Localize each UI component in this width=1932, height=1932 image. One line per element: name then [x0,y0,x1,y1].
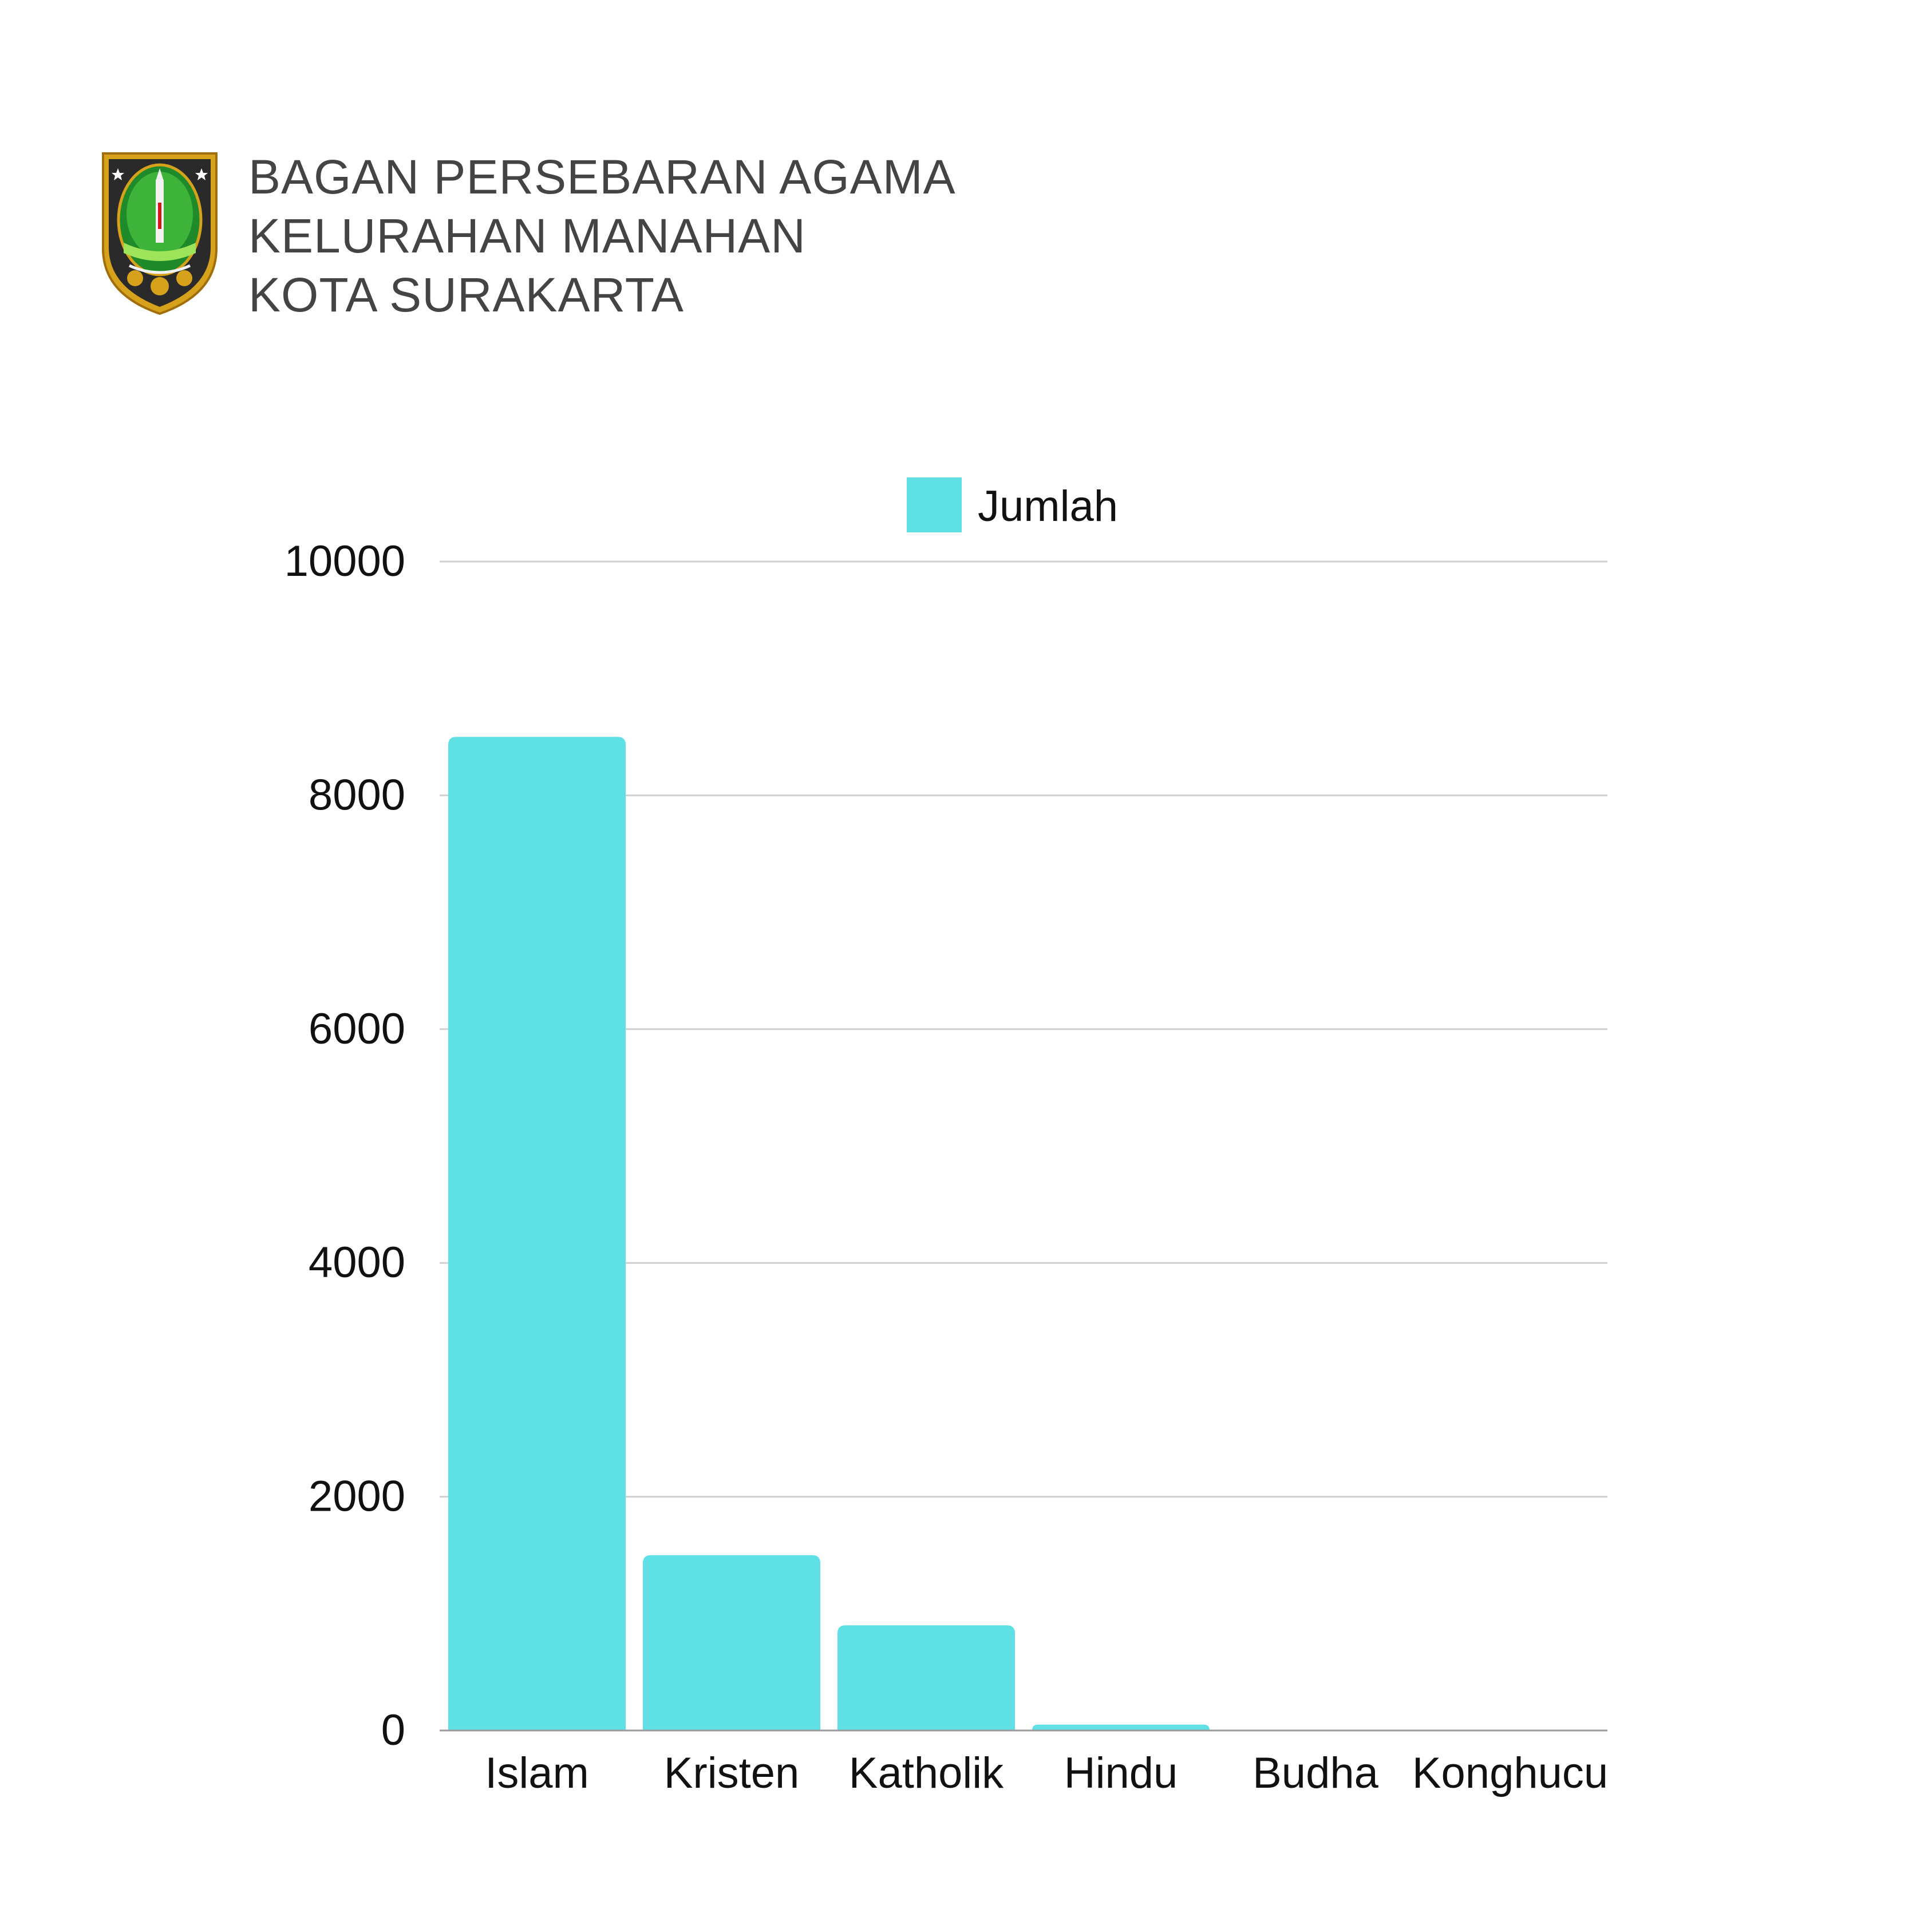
legend-swatch-jumlah [907,477,962,532]
x-tick-label-konghucu: Konghucu [1412,1749,1608,1797]
axes: 0 2000 4000 6000 8000 10000 Islam Kristen Kathol… [285,537,1608,1797]
y-tick-label: 0 [381,1706,405,1755]
x-tick-label-kristen: Kristen [664,1749,800,1797]
y-tick-label: 6000 [309,1005,405,1053]
y-tick-label: 8000 [309,771,405,819]
y-tick-label: 2000 [309,1472,405,1521]
bar-katholik [837,1625,1015,1730]
x-tick-label-islam: Islam [485,1749,589,1797]
surakarta-emblem-logo [102,152,218,315]
bar-kristen [643,1555,820,1730]
legend-label-jumlah: Jumlah [978,482,1118,531]
chart-header: BAGAN PERSEBARAN AGAMA KELURAHAN MANAHAN… [101,148,1074,322]
chart-title-line-2: KELURAHAN MANAHAN [248,209,806,263]
bars [448,737,1210,1730]
x-tick-label-hindu: Hindu [1064,1749,1178,1797]
x-tick-label-budha: Budha [1253,1749,1378,1797]
x-tick-label-katholik: Katholik [849,1749,1004,1797]
bar-islam [448,737,626,1730]
y-tick-label: 4000 [309,1238,405,1287]
legend: Jumlah [907,477,1118,532]
chart-title-line-3: KOTA SURAKARTA [248,268,684,322]
y-tick-label: 10000 [285,537,405,586]
gridlines [440,560,1607,1498]
chart-title-line-1: BAGAN PERSEBARAN AGAMA [248,150,956,204]
chart-title-block: BAGAN PERSEBARAN AGAMA KELURAHAN MANAHAN… [248,148,956,325]
bar-hindu [1032,1724,1210,1730]
